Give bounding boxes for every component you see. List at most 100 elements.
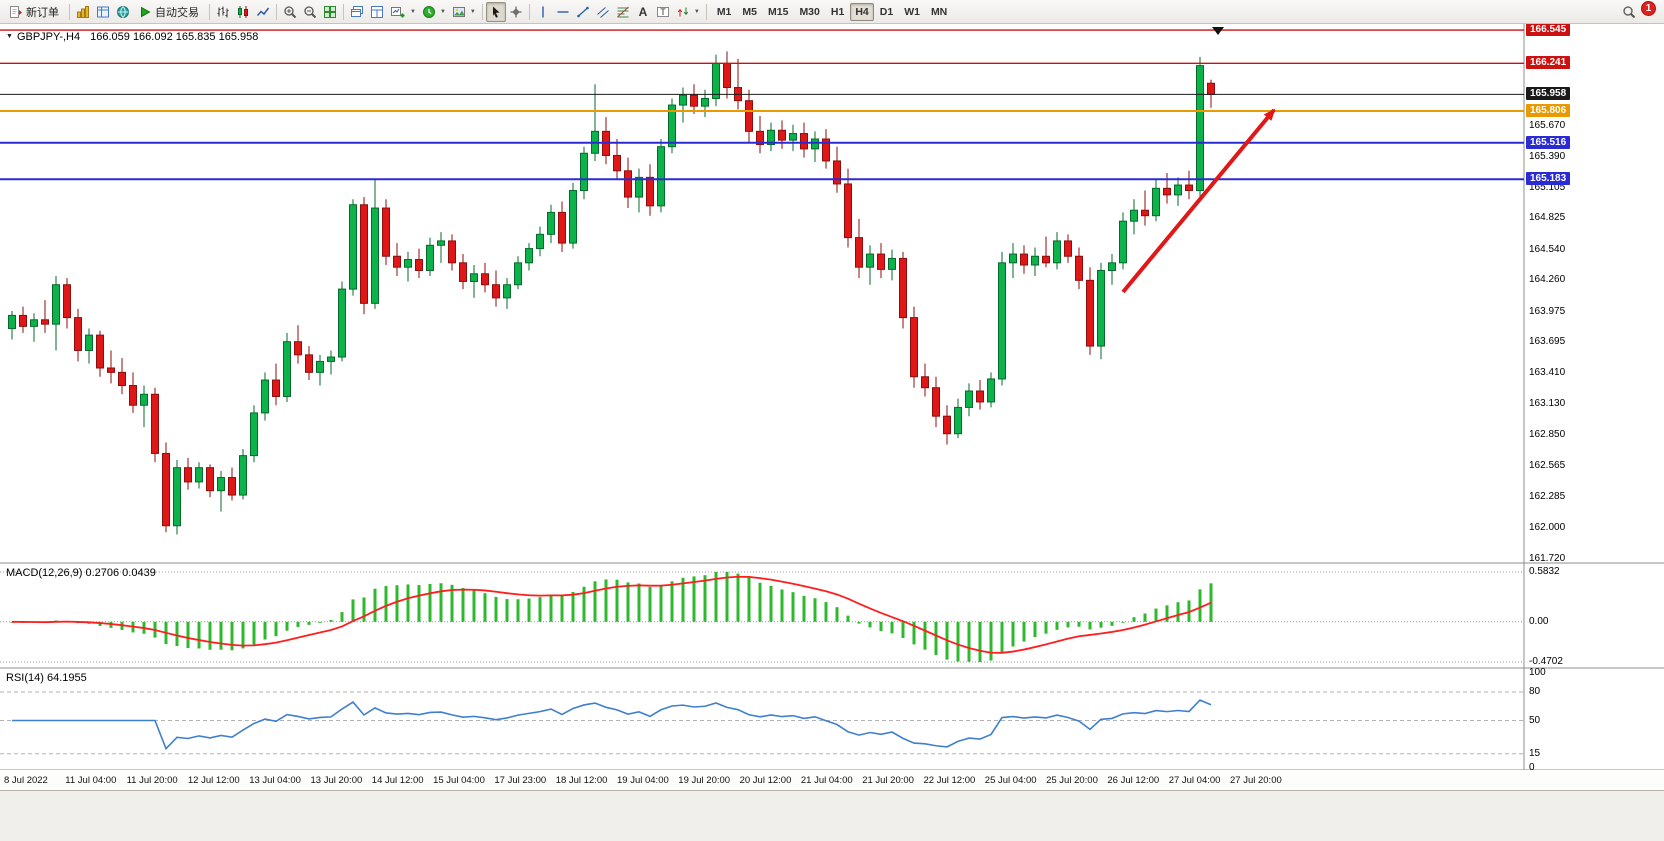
new-chart-button[interactable]: ▼ [387,2,419,22]
macd-histogram-bar [956,621,960,662]
cursor-button[interactable] [485,1,506,22]
equidistant-channel-button[interactable] [593,2,613,22]
macd-histogram-bar [274,621,278,637]
macd-histogram-bar [736,573,740,622]
macd-histogram-bar [1198,589,1202,622]
macd-histogram-bar [406,584,410,622]
zoom-in-button[interactable] [280,2,300,22]
timeframe-button-w1[interactable]: W1 [904,5,920,18]
macd-histogram-bar [692,576,696,622]
axis-tick-label: 0.5832 [1529,566,1560,577]
toolbar-separator [209,3,210,20]
timeframe-button-h1[interactable]: H1 [830,5,845,18]
price-tag: 166.545 [1526,23,1571,37]
navigator-button[interactable] [113,2,133,22]
chart-window: ▼ GBPJPY-,H4 166.059 166.092 165.835 165.9… [0,23,1664,841]
timeframe-button-m1[interactable]: M1 [716,5,732,18]
charts-button[interactable] [73,2,93,22]
candle [492,284,500,299]
axis-tick-label: 162.285 [1529,490,1566,502]
candle [756,130,764,146]
cascade-windows-button[interactable] [347,2,367,22]
macd-histogram-bar [571,591,575,622]
candlestick-chart-button[interactable] [233,2,253,22]
timeframe-button-h4[interactable]: H4 [850,2,874,21]
candle [52,284,60,325]
text-button[interactable]: A [633,2,653,22]
tile-windows-button[interactable] [320,2,340,22]
candle [536,233,544,250]
macd-histogram-bar [1077,621,1081,627]
autotrading-button[interactable]: 自动交易 [133,2,206,22]
toolbar-separator [276,3,277,20]
timeframe-button-d1[interactable]: D1 [879,5,894,18]
candle [481,273,489,286]
chevron-down-icon: ▼ [439,8,446,15]
horizontal-line-button[interactable] [553,2,573,22]
candle [162,452,170,527]
axis-tick-label: 15 [1529,747,1541,759]
candle [184,467,192,483]
candle [173,467,181,527]
candle [470,273,478,282]
timeframe-button-mn[interactable]: MN [930,5,948,18]
time-axis-label: 27 Jul 20:00 [1230,775,1282,786]
time-axis[interactable]: 8 Jul 2022 11 Jul 04:00 11 Jul 20:00 12 Jul… [0,770,1664,790]
macd-histogram-bar [802,595,806,622]
price-chart-canvas[interactable] [0,24,1664,841]
horizontal-line-icon [556,5,570,19]
chart-dropdown-icon[interactable]: ▼ [6,33,13,40]
search-button[interactable] [1619,2,1639,22]
macd-histogram-bar [648,586,652,622]
fibonacci-button[interactable] [613,2,633,22]
down-triangle-marker[interactable] [1212,27,1224,35]
arrange-windows-button[interactable] [367,2,387,22]
candle [503,284,511,299]
macd-histogram-bar [1088,621,1092,630]
axis-tick-label: 165.105 [1529,181,1566,193]
periods-button[interactable]: ▼ [419,2,449,22]
templates-button[interactable]: ▼ [449,2,479,22]
macd-histogram-bar [395,585,399,622]
price-axis[interactable]: 165.670 165.390 165.105 164.825 164.540 164.2… [1525,23,1664,790]
macd-histogram-bar [1132,617,1136,622]
candle [998,262,1006,380]
trendline-button[interactable] [573,2,593,22]
trend-arrow-annotation[interactable] [1121,108,1276,294]
timeframe-button-m30[interactable]: M30 [799,5,820,18]
candle [767,129,775,146]
macd-histogram-bar [989,621,993,661]
autotrading-label: 自动交易 [155,6,199,19]
candle [844,183,852,239]
text-label-button[interactable]: T [653,2,673,22]
tile-windows-icon [323,5,337,19]
vertical-line-button[interactable] [533,2,553,22]
timeframe-button-m15[interactable]: M15 [768,5,789,18]
candle [558,211,566,244]
macd-histogram-bar [318,621,322,623]
candle [1185,184,1193,192]
zoom-out-button[interactable] [300,2,320,22]
time-axis-label: 27 Jul 04:00 [1168,775,1221,786]
new-order-button[interactable]: 新订单 [4,2,66,22]
time-axis-label: 14 Jul 12:00 [371,775,424,786]
price-tag: 165.806 [1526,103,1571,117]
axis-tick-label: 163.410 [1529,367,1566,379]
crosshair-button[interactable] [506,2,526,22]
time-axis-label: 25 Jul 04:00 [984,775,1037,786]
candle [1196,65,1204,192]
ohlc-bars-icon [216,5,230,19]
time-axis-label: 17 Jul 23:00 [494,775,547,786]
arrows-button[interactable]: ▼ [673,2,703,22]
ohlc-bars-button[interactable] [213,2,233,22]
market-watch-button[interactable] [93,2,113,22]
candle [393,255,401,268]
macd-histogram-bar [1165,605,1169,622]
candle [217,477,225,492]
macd-histogram-bar [483,593,487,622]
macd-histogram-bar [329,619,333,622]
timeframe-button-m5[interactable]: M5 [742,5,757,18]
macd-histogram-bar [1011,621,1015,647]
line-chart-button[interactable] [253,2,273,22]
notification-badge[interactable]: 1 [1641,1,1656,16]
